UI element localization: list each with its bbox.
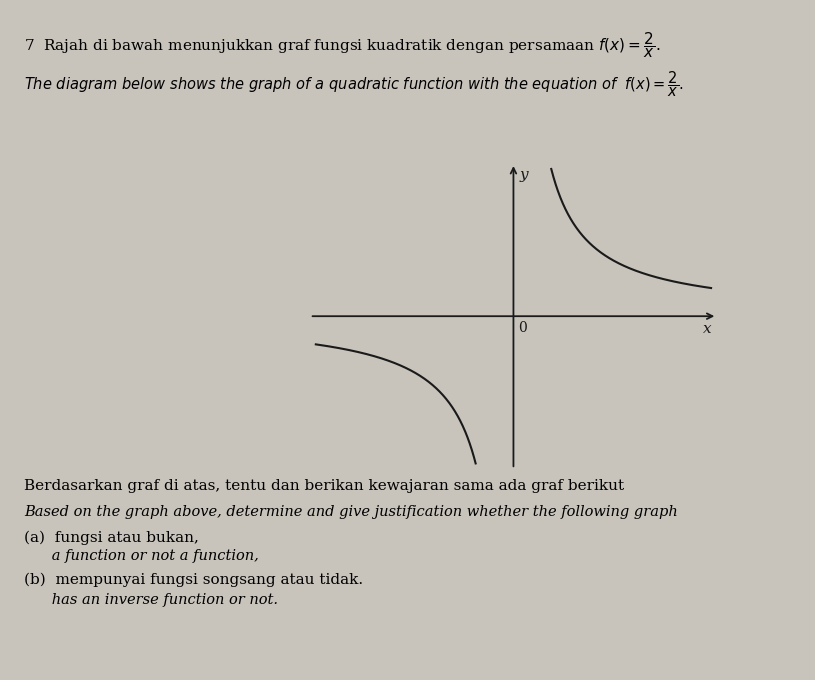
Text: 7  Rajah di bawah menunjukkan graf fungsi kuadratik dengan persamaan $f(x) = \df: 7 Rajah di bawah menunjukkan graf fungsi… bbox=[24, 31, 661, 61]
Text: a function or not a function,: a function or not a function, bbox=[24, 549, 259, 564]
Text: (b)  mempunyai fungsi songsang atau tidak.: (b) mempunyai fungsi songsang atau tidak… bbox=[24, 573, 363, 587]
Text: Based on the graph above, determine and give justification whether the following: Based on the graph above, determine and … bbox=[24, 505, 678, 519]
Text: y: y bbox=[520, 168, 528, 182]
Text: x: x bbox=[703, 322, 711, 336]
Text: has an inverse function or not.: has an inverse function or not. bbox=[24, 593, 279, 607]
Text: (a)  fungsi atau bukan,: (a) fungsi atau bukan, bbox=[24, 530, 200, 545]
Text: 0: 0 bbox=[518, 322, 526, 335]
Text: Berdasarkan graf di atas, tentu dan berikan kewajaran sama ada graf berikut: Berdasarkan graf di atas, tentu dan beri… bbox=[24, 479, 624, 494]
Text: $\mathit{The\ diagram\ below\ shows\ the\ graph\ of\ a\ quadratic\ function\ wit: $\mathit{The\ diagram\ below\ shows\ the… bbox=[24, 69, 685, 99]
